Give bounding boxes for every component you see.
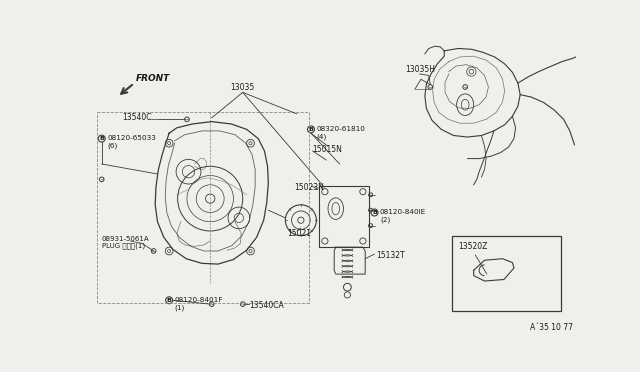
Text: 15021: 15021 [288,230,312,238]
Bar [319,186,369,247]
Text: B: B [99,136,104,141]
Text: 13540C: 13540C [123,112,152,122]
Text: B: B [372,210,377,215]
Text: 15015N: 15015N [312,145,342,154]
Bar [452,235,561,311]
Text: 08320-61810
(4): 08320-61810 (4) [316,126,365,140]
Text: 15132T: 15132T [376,251,404,260]
Text: 13035H: 13035H [406,65,435,74]
Text: B: B [308,127,314,132]
Text: 08931-5061A
PLUG プラグ(1): 08931-5061A PLUG プラグ(1) [102,235,149,249]
Text: FRONT: FRONT [136,74,170,83]
Text: 13035: 13035 [230,83,255,92]
Text: 08120-840lE
(2): 08120-840lE (2) [380,209,426,223]
Text: 13540CA: 13540CA [249,301,284,310]
Text: 08120-8401F
(1): 08120-8401F (1) [175,297,223,311]
Text: 08120-65033
(6): 08120-65033 (6) [107,135,156,149]
Text: 15023N: 15023N [294,183,324,192]
Text: 13520Z: 13520Z [458,242,488,251]
Text: A´35 10 77: A´35 10 77 [529,323,573,332]
Text: B: B [166,298,172,303]
